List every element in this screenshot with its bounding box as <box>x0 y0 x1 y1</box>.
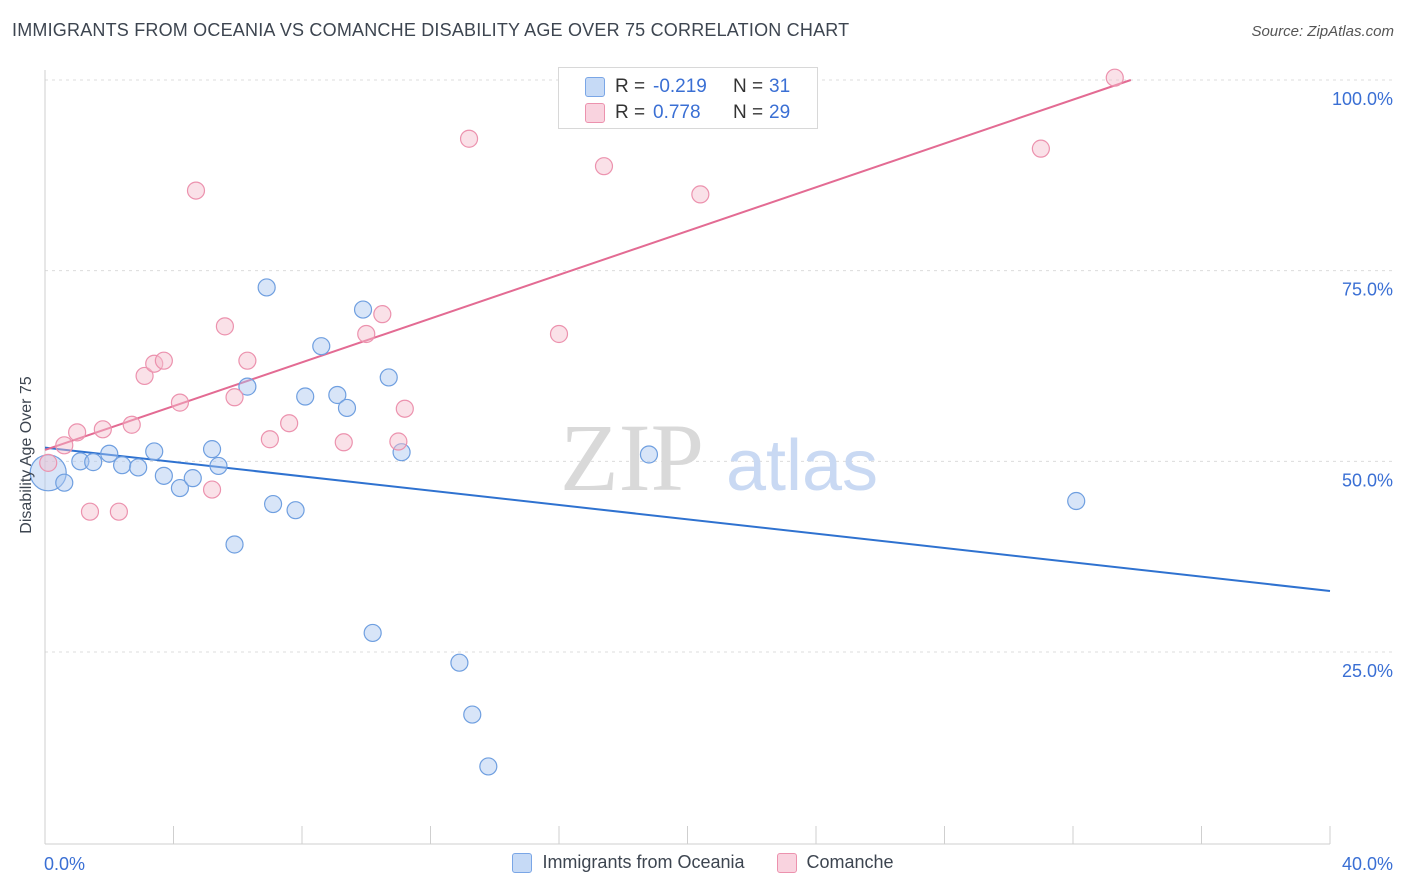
series-legend: Immigrants from Oceania Comanche <box>0 852 1406 873</box>
data-point-oceania <box>450 653 469 672</box>
stats-n-value: 29 <box>769 102 791 123</box>
watermark-zip: ZIP <box>560 404 704 511</box>
trend-line-comanche <box>44 79 1132 451</box>
data-point-comanche <box>122 415 141 434</box>
data-point-oceania <box>337 398 357 418</box>
trend-line-oceania <box>44 446 1331 593</box>
legend-swatch-comanche <box>776 852 797 873</box>
data-point-comanche <box>80 502 100 521</box>
data-point-oceania <box>353 300 373 319</box>
y-tick-label: 100.0% <box>1332 89 1393 109</box>
x-tick-label-end: 40.0% <box>1342 854 1393 874</box>
data-point-comanche <box>238 351 257 370</box>
stats-r-label: R = <box>615 102 646 123</box>
data-point-oceania <box>209 456 228 476</box>
legend-item-comanche[interactable]: Comanche <box>776 852 894 873</box>
trend-lines <box>44 79 1331 593</box>
data-point-comanche <box>389 432 408 451</box>
data-point-oceania <box>154 466 173 485</box>
data-point-comanche <box>334 433 353 452</box>
data-point-comanche <box>135 366 154 386</box>
data-point-oceania <box>71 452 90 471</box>
data-point-oceania <box>479 757 498 776</box>
y-axis-label: Disability Age Over 75 <box>18 376 35 534</box>
data-point-oceania <box>639 445 659 464</box>
data-point-comanche <box>55 436 74 455</box>
stats-row-comanche: R = 0.778 N = 29 <box>559 99 790 127</box>
data-point-oceania <box>328 385 347 405</box>
data-point-comanche <box>594 157 614 176</box>
data-point-oceania <box>100 444 119 463</box>
data-point-comanche <box>260 430 279 449</box>
x-tick-labels: 0.0% 40.0% <box>44 854 1393 874</box>
data-point-oceania <box>145 442 164 461</box>
data-point-comanche <box>170 393 190 412</box>
data-point-comanche <box>109 502 128 521</box>
chart-title: IMMIGRANTS FROM OCEANIA VS COMANCHE DISA… <box>12 20 850 40</box>
data-point-oceania <box>263 494 283 514</box>
data-point-comanche <box>357 324 376 344</box>
data-point-comanche <box>459 129 479 148</box>
stats-r-value: 0.778 <box>653 102 701 123</box>
legend-item-oceania[interactable]: Immigrants from Oceania <box>512 852 745 873</box>
data-point-oceania <box>129 458 148 477</box>
data-point-oceania <box>392 443 411 462</box>
data-point-comanche <box>225 388 244 407</box>
data-point-oceania <box>84 453 103 472</box>
grid-lines <box>45 79 1392 653</box>
axes <box>44 70 1331 845</box>
y-tick-label: 50.0% <box>1342 470 1393 490</box>
y-tick-label: 25.0% <box>1342 661 1393 681</box>
stats-n-label: N = <box>733 76 764 97</box>
stats-swatch-oceania <box>585 77 605 97</box>
data-point-comanche <box>1105 68 1124 87</box>
stats-swatch-comanche <box>585 103 605 123</box>
data-point-oceania <box>112 456 132 475</box>
stats-r-value: -0.219 <box>653 76 707 97</box>
data-point-comanche <box>39 453 58 472</box>
data-points <box>29 68 1124 776</box>
data-point-oceania <box>225 535 244 554</box>
y-tick-label: 75.0% <box>1342 280 1393 300</box>
legend-label-oceania: Immigrants from Oceania <box>542 852 745 872</box>
stats-legend: R = -0.219 N = 31 R = 0.778 N = 29 <box>558 67 818 129</box>
data-point-comanche <box>68 423 87 442</box>
data-point-comanche <box>202 480 222 499</box>
data-point-comanche <box>186 181 206 200</box>
y-tick-labels: 25.0% 50.0% 75.0% 100.0% <box>1332 89 1393 681</box>
data-point-comanche <box>215 317 234 336</box>
legend-swatch-oceania <box>512 852 533 873</box>
data-point-oceania <box>202 440 222 459</box>
data-point-oceania <box>183 469 202 488</box>
data-point-comanche <box>691 185 710 204</box>
data-point-comanche <box>395 399 414 418</box>
stats-r-label: R = <box>615 76 646 97</box>
x-tick-label-start: 0.0% <box>44 854 85 874</box>
data-point-comanche <box>373 305 392 324</box>
data-point-comanche <box>549 324 569 344</box>
watermark-atlas: atlas <box>726 426 878 506</box>
data-point-comanche <box>280 414 299 433</box>
legend-label-comanche: Comanche <box>806 852 894 872</box>
data-point-comanche <box>1031 139 1050 158</box>
data-point-oceania <box>463 705 482 724</box>
data-point-oceania <box>363 623 382 643</box>
stats-n-label: N = <box>733 102 764 123</box>
watermark: ZIP atlas <box>560 404 878 511</box>
data-point-oceania <box>257 278 276 297</box>
data-point-oceania <box>312 337 331 356</box>
data-point-oceania <box>296 387 315 406</box>
data-point-oceania <box>1067 491 1086 511</box>
data-point-oceania <box>238 377 257 396</box>
chart-source: Source: ZipAtlas.com <box>1251 23 1394 40</box>
data-point-oceania <box>55 473 74 492</box>
data-point-oceania <box>379 368 398 387</box>
stats-row-oceania: R = -0.219 N = 31 <box>559 73 790 101</box>
stats-n-value: 31 <box>769 76 791 97</box>
data-point-comanche <box>154 351 173 370</box>
data-point-oceania <box>286 501 305 520</box>
data-point-comanche <box>93 420 112 439</box>
data-point-oceania <box>170 478 190 498</box>
